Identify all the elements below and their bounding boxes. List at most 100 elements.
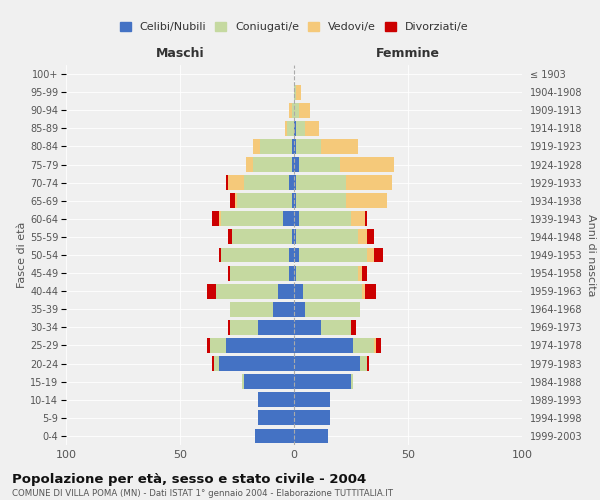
Bar: [294, 175, 296, 190]
Bar: [232, 230, 292, 244]
Bar: [305, 121, 319, 136]
Bar: [257, 410, 294, 426]
Legend: Celibi/Nubili, Coniugati/e, Vedovi/e, Divorziati/e: Celibi/Nubili, Coniugati/e, Vedovi/e, Di…: [115, 18, 473, 36]
Bar: [226, 338, 294, 353]
Bar: [294, 230, 296, 244]
Bar: [365, 212, 367, 226]
Bar: [367, 356, 369, 371]
Bar: [292, 103, 294, 118]
Bar: [228, 266, 230, 280]
Bar: [296, 121, 305, 136]
Bar: [294, 356, 360, 371]
Bar: [285, 121, 287, 136]
Bar: [219, 356, 294, 371]
Bar: [294, 320, 322, 335]
Bar: [235, 194, 237, 208]
Bar: [294, 84, 296, 100]
Bar: [353, 338, 374, 353]
Bar: [294, 302, 305, 316]
Bar: [253, 139, 260, 154]
Bar: [360, 356, 367, 371]
Bar: [209, 338, 226, 353]
Bar: [340, 157, 394, 172]
Bar: [289, 266, 294, 280]
Bar: [367, 230, 374, 244]
Bar: [289, 248, 294, 262]
Bar: [299, 248, 367, 262]
Bar: [292, 157, 294, 172]
Bar: [294, 157, 299, 172]
Text: Femmine: Femmine: [376, 46, 440, 60]
Bar: [294, 374, 351, 389]
Bar: [362, 266, 367, 280]
Bar: [257, 392, 294, 407]
Bar: [292, 194, 294, 208]
Bar: [212, 212, 219, 226]
Bar: [374, 248, 383, 262]
Bar: [217, 284, 278, 298]
Bar: [292, 139, 294, 154]
Bar: [367, 248, 374, 262]
Y-axis label: Anni di nascita: Anni di nascita: [586, 214, 596, 296]
Bar: [228, 230, 232, 244]
Bar: [294, 103, 299, 118]
Bar: [294, 248, 299, 262]
Text: COMUNE DI VILLA POMA (MN) - Dati ISTAT 1° gennaio 2004 - Elaborazione TUTTITALIA: COMUNE DI VILLA POMA (MN) - Dati ISTAT 1…: [12, 489, 393, 498]
Bar: [228, 175, 244, 190]
Bar: [230, 194, 235, 208]
Bar: [351, 212, 365, 226]
Bar: [294, 212, 299, 226]
Bar: [294, 121, 296, 136]
Bar: [296, 266, 358, 280]
Bar: [294, 338, 353, 353]
Bar: [221, 248, 289, 262]
Bar: [294, 266, 296, 280]
Bar: [296, 230, 358, 244]
Bar: [237, 194, 292, 208]
Bar: [255, 428, 294, 444]
Bar: [257, 320, 294, 335]
Bar: [253, 157, 292, 172]
Bar: [294, 284, 303, 298]
Y-axis label: Fasce di età: Fasce di età: [17, 222, 27, 288]
Bar: [346, 194, 388, 208]
Bar: [289, 175, 294, 190]
Bar: [226, 175, 228, 190]
Bar: [292, 230, 294, 244]
Bar: [289, 103, 292, 118]
Bar: [296, 84, 301, 100]
Bar: [294, 428, 328, 444]
Bar: [294, 410, 331, 426]
Bar: [278, 284, 294, 298]
Bar: [376, 338, 380, 353]
Bar: [346, 175, 392, 190]
Bar: [296, 194, 346, 208]
Bar: [208, 338, 209, 353]
Bar: [228, 320, 230, 335]
Bar: [212, 356, 214, 371]
Bar: [244, 374, 294, 389]
Bar: [283, 212, 294, 226]
Bar: [351, 374, 353, 389]
Bar: [374, 338, 376, 353]
Text: Maschi: Maschi: [155, 46, 205, 60]
Bar: [294, 194, 296, 208]
Bar: [322, 139, 358, 154]
Bar: [294, 392, 331, 407]
Bar: [274, 302, 294, 316]
Bar: [299, 157, 340, 172]
Bar: [362, 284, 365, 298]
Bar: [242, 374, 244, 389]
Bar: [219, 212, 221, 226]
Bar: [303, 284, 362, 298]
Bar: [219, 248, 221, 262]
Bar: [287, 121, 294, 136]
Bar: [260, 139, 292, 154]
Bar: [221, 212, 283, 226]
Bar: [294, 139, 296, 154]
Bar: [208, 284, 217, 298]
Bar: [351, 320, 356, 335]
Bar: [244, 175, 289, 190]
Bar: [358, 230, 367, 244]
Bar: [299, 103, 310, 118]
